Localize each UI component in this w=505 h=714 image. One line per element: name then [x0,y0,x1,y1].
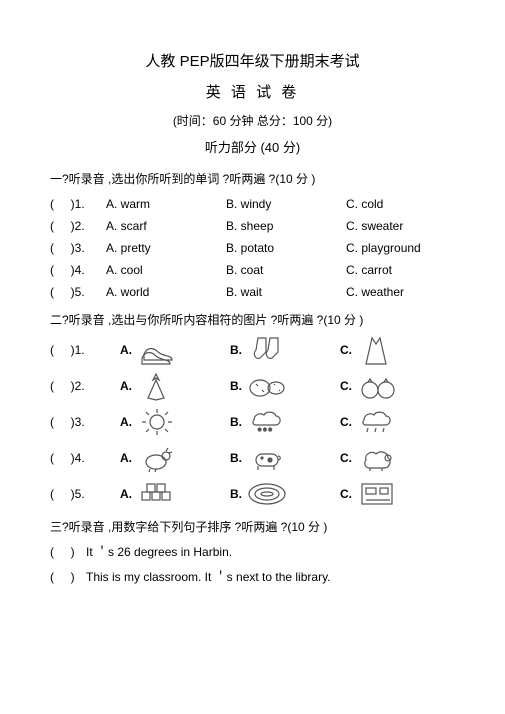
paren-blank[interactable]: ( )4. [50,451,120,465]
carrot-icon [136,370,178,402]
table-row: ( )4. A. coolB. coatC. carrot [50,259,455,281]
part3-instruction: 三?听录音 ,用数字给下列句子排序 ?听两遍 ?(10 分 ) [50,518,455,535]
socks-icon [246,334,288,366]
option-b: B. [230,442,340,474]
option-a: A. [120,370,230,402]
part1-instruction: 一?听录音 ,选出你所听到的单词 ?听两遍 ?(10 分 ) [50,170,455,187]
shoes-icon [136,334,178,366]
track-icon [246,478,288,510]
sentence-row: ( )This is my classroom. It ＇s next to t… [50,568,455,585]
option-label: A. [120,379,132,393]
option-a: A. [120,442,230,474]
watermelon-icon [246,370,288,402]
option-c: C. carrot [346,259,455,281]
option-c: C. sweater [346,215,455,237]
picture-row: ( )3. A. B. * * * C. [50,406,455,438]
option-label: C. [340,415,352,429]
option-a: A. warm [106,193,226,215]
section-head: 听力部分 (40 分) [50,137,455,156]
sheep-icon [356,442,398,474]
paren-blank[interactable]: ( )4. [50,259,106,281]
option-b: B. * * * [230,406,340,438]
option-a: A. world [106,281,226,303]
option-a: A. cool [106,259,226,281]
option-a: A. [120,334,230,366]
part1-table: ( )1. A. warmB. windyC. cold( )2. A. sca… [50,193,455,303]
paren-blank[interactable]: ( )5. [50,487,120,501]
picture-row: ( )1. A. B. C. [50,334,455,366]
option-label: B. [230,343,242,357]
sentence-row: ( )It ＇s 26 degrees in Harbin. [50,543,455,560]
part2-grid: ( )1. A. B. C. ( )2. A. B. C. ( )3. A. B. * * * C… [50,334,455,510]
option-c: C. [340,370,450,402]
paren-blank[interactable]: ( ) [50,570,86,584]
sentence-text: This is my classroom. It ＇s next to the … [86,570,331,584]
option-label: B. [230,415,242,429]
paren-blank[interactable]: ( )1. [50,193,106,215]
snow-icon: * * * [246,406,288,438]
sun-icon [136,406,178,438]
title-sub: 英 语 试 卷 [50,81,455,102]
picture-row: ( )4. A. B. C. [50,442,455,474]
option-a: A. scarf [106,215,226,237]
option-c: C. cold [346,193,455,215]
paren-blank[interactable]: ( )1. [50,343,120,357]
dress-icon [356,334,398,366]
cow-icon [246,442,288,474]
tomato-icon [356,370,398,402]
rain-icon [356,406,398,438]
classroom-icon [356,478,398,510]
option-b: B. coat [226,259,346,281]
option-label: A. [120,343,132,357]
title-main: 人教 PEP版四年级下册期末考试 [50,50,455,71]
option-a: A. [120,478,230,510]
option-b: B. wait [226,281,346,303]
option-b: B. sheep [226,215,346,237]
option-label: B. [230,487,242,501]
option-b: B. potato [226,237,346,259]
paren-blank[interactable]: ( )3. [50,415,120,429]
option-label: C. [340,343,352,357]
option-c: C. [340,334,450,366]
table-row: ( )2. A. scarfB. sheepC. sweater [50,215,455,237]
option-b: B. [230,478,340,510]
part2-instruction: 二?听录音 ,选出与你所听内容相符的图片 ?听两遍 ?(10 分 ) [50,311,455,328]
option-c: C. playground [346,237,455,259]
boxes-icon [136,478,178,510]
hen-icon [136,442,178,474]
paren-blank[interactable]: ( )5. [50,281,106,303]
option-c: C. [340,442,450,474]
option-label: A. [120,451,132,465]
option-label: C. [340,379,352,393]
option-a: A. [120,406,230,438]
option-b: B. [230,334,340,366]
option-c: C. [340,406,450,438]
option-label: A. [120,487,132,501]
option-label: B. [230,379,242,393]
option-b: B. [230,370,340,402]
paren-blank[interactable]: ( )2. [50,379,120,393]
paren-blank[interactable]: ( )3. [50,237,106,259]
table-row: ( )1. A. warmB. windyC. cold [50,193,455,215]
option-label: C. [340,487,352,501]
option-label: B. [230,451,242,465]
sentence-text: It ＇s 26 degrees in Harbin. [86,545,232,559]
svg-text:* * *: * * * [258,427,272,436]
part3-list: ( )It ＇s 26 degrees in Harbin.( )This is… [50,543,455,585]
meta-line: (时间：60 分钟 总分：100 分) [50,112,455,129]
picture-row: ( )5. A. B. C. [50,478,455,510]
table-row: ( )3. A. prettyB. potatoC. playground [50,237,455,259]
option-label: A. [120,415,132,429]
option-label: C. [340,451,352,465]
paren-blank[interactable]: ( ) [50,545,86,559]
table-row: ( )5. A. worldB. waitC. weather [50,281,455,303]
picture-row: ( )2. A. B. C. [50,370,455,402]
option-c: C. [340,478,450,510]
option-a: A. pretty [106,237,226,259]
paren-blank[interactable]: ( )2. [50,215,106,237]
option-b: B. windy [226,193,346,215]
option-c: C. weather [346,281,455,303]
